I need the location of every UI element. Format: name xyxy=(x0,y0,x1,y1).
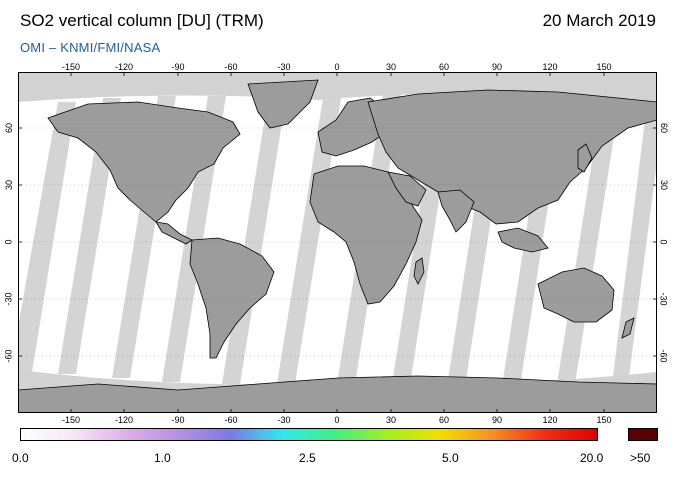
lat-tick-label: 60 xyxy=(4,122,15,134)
north-america xyxy=(47,101,241,223)
lon-tick-label: 0 xyxy=(334,62,340,72)
lon-tick-label: -60 xyxy=(224,415,238,425)
lat-tick-label: -30 xyxy=(3,292,14,306)
map-title: SO2 vertical column [DU] (TRM) xyxy=(20,11,264,30)
lat-tick-label: 30 xyxy=(659,179,670,191)
central-america xyxy=(155,221,193,245)
lon-tick-label: -60 xyxy=(224,62,238,72)
colorbar-label-3: 5.0 xyxy=(442,451,459,465)
madagascar xyxy=(413,257,425,285)
colorbar-label-2: 2.5 xyxy=(299,451,316,465)
lon-labels-bottom: -150 -120 -90 -60 -30 0 30 60 90 120 150 xyxy=(18,415,657,425)
continents xyxy=(18,79,657,413)
lon-tick-label: -120 xyxy=(114,62,134,72)
colorbar-label-1: 1.0 xyxy=(154,451,171,465)
lon-tick-label: -150 xyxy=(61,415,81,425)
lon-tick-label: -90 xyxy=(171,62,185,72)
japan xyxy=(577,143,593,173)
graticule xyxy=(18,127,657,357)
lon-tick-label: 60 xyxy=(438,62,450,72)
lon-tick-label: 120 xyxy=(542,62,558,72)
tick-marks xyxy=(18,72,657,413)
asia xyxy=(367,89,657,225)
lat-tick-label: -60 xyxy=(658,349,669,363)
lat-tick-label: -30 xyxy=(658,292,669,306)
lon-tick-label: -120 xyxy=(114,415,134,425)
lon-tick-label: 120 xyxy=(542,415,558,425)
lon-tick-label: 90 xyxy=(491,415,503,425)
lon-tick-label: 30 xyxy=(385,415,397,425)
antarctica xyxy=(18,375,657,413)
colorbar xyxy=(20,428,598,441)
greenland xyxy=(247,79,319,129)
australia xyxy=(537,267,615,323)
lon-labels-top: -150 -120 -90 -60 -30 0 30 60 90 120 150 xyxy=(18,62,657,72)
lon-tick-label: -30 xyxy=(277,415,291,425)
so2-map xyxy=(18,72,657,413)
lon-tick-label: 150 xyxy=(596,415,612,425)
colorbar-label-0: 0.0 xyxy=(12,451,29,465)
new-zealand xyxy=(621,317,635,339)
lat-labels-left: 60 30 0 -30 -60 xyxy=(4,72,16,413)
lat-tick-label: 0 xyxy=(658,239,669,245)
lon-tick-label: 90 xyxy=(491,62,503,72)
maritime-southeast-asia xyxy=(497,227,549,253)
lat-labels-right: 60 30 0 -30 -60 xyxy=(659,72,673,413)
south-america xyxy=(189,237,275,359)
map-date: 20 March 2019 xyxy=(542,11,656,30)
colorbar-overflow-label: >50 xyxy=(630,451,651,465)
arabian-peninsula xyxy=(387,171,427,207)
lat-tick-label: 60 xyxy=(659,122,670,134)
india xyxy=(437,189,475,233)
lon-tick-label: 0 xyxy=(334,415,340,425)
lon-tick-label: -90 xyxy=(171,415,185,425)
lon-tick-label: 150 xyxy=(596,62,612,72)
data-source: OMI – KNMI/FMI/NASA xyxy=(20,40,161,55)
colorbar-overflow-swatch xyxy=(628,428,658,441)
lon-tick-label: 60 xyxy=(438,415,450,425)
map-frame xyxy=(18,72,657,413)
lat-tick-label: 30 xyxy=(4,179,15,191)
lon-tick-label: -150 xyxy=(61,62,81,72)
lon-tick-label: -30 xyxy=(277,62,291,72)
colorbar-label-4: 20.0 xyxy=(580,451,604,465)
lon-tick-label: 30 xyxy=(385,62,397,72)
lat-tick-label: -60 xyxy=(3,349,14,363)
lat-tick-label: 0 xyxy=(3,239,14,245)
